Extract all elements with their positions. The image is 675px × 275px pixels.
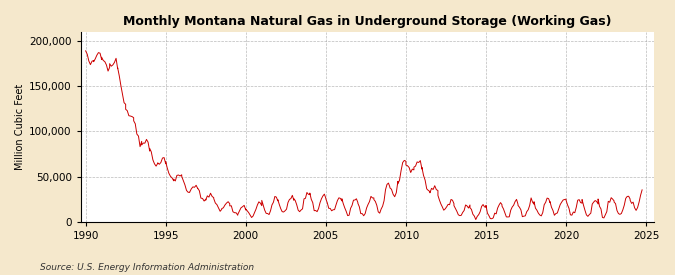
Title: Monthly Montana Natural Gas in Underground Storage (Working Gas): Monthly Montana Natural Gas in Undergrou… bbox=[124, 15, 612, 28]
Text: Source: U.S. Energy Information Administration: Source: U.S. Energy Information Administ… bbox=[40, 263, 254, 272]
Y-axis label: Million Cubic Feet: Million Cubic Feet bbox=[15, 84, 25, 170]
